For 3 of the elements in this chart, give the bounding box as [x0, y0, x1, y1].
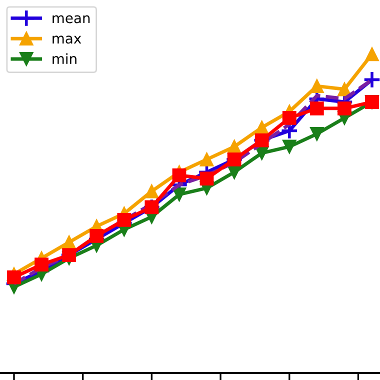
legend-label: max [52, 36, 82, 44]
legend-label: mean [52, 15, 90, 24]
legend-label: min [52, 53, 76, 64]
